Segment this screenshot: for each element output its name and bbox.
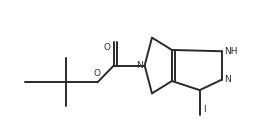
- Text: N: N: [224, 75, 231, 84]
- Text: O: O: [104, 43, 110, 53]
- Text: N: N: [136, 61, 142, 70]
- Text: I: I: [203, 105, 206, 114]
- Text: O: O: [94, 69, 101, 78]
- Text: NH: NH: [224, 47, 238, 56]
